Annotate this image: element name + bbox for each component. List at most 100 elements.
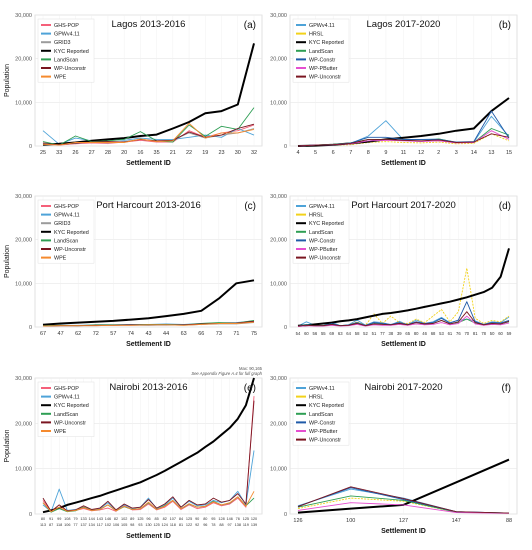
legend-label: WP-Constr <box>309 238 336 244</box>
x-tick-label: 28 <box>105 150 111 156</box>
x-tick-label: 57 <box>110 331 116 337</box>
x-tick-label: 20 <box>121 150 127 156</box>
legend-label: KYC Reported <box>309 221 344 227</box>
legend-label: WPE <box>54 75 67 81</box>
x-tick-label: 122 <box>186 523 192 527</box>
x-tick-label: 35 <box>154 150 160 156</box>
x-tick-label: 50 <box>490 331 495 336</box>
x-tick-label: 66 <box>198 331 204 337</box>
series-line-wp-unconstr <box>42 400 255 512</box>
y-tick-label: 0 <box>284 144 287 150</box>
x-tick-label: 70 <box>464 331 469 336</box>
y-tick-label: 20,000 <box>15 421 32 427</box>
x-tick-label: 102 <box>105 523 111 527</box>
x-tick-label: 72 <box>93 331 99 337</box>
series-line-wpe <box>42 122 255 146</box>
legend-label: WPE <box>54 256 67 262</box>
x-tick-label: 27 <box>89 150 95 156</box>
x-tick-label: 133 <box>80 517 86 521</box>
x-tick-label: 47 <box>58 331 64 337</box>
x-tick-label: 22 <box>186 150 192 156</box>
y-tick-label: 0 <box>29 144 32 150</box>
x-tick-label: 12 <box>418 150 424 156</box>
x-axis-label: Settlement ID <box>381 528 426 535</box>
x-tick-label: 69 <box>329 331 334 336</box>
x-tick-label: 21 <box>170 150 176 156</box>
y-tick-label: 10,000 <box>270 281 287 287</box>
chart-title: Nairobi 2013-2016 <box>109 382 187 393</box>
legend-label: GPWv4.11 <box>309 386 335 392</box>
legend-label: KYC Reported <box>309 40 344 46</box>
x-tick-label: 108 <box>64 517 70 521</box>
x-tick-label: 119 <box>243 523 249 527</box>
x-tick-label: 56 <box>313 331 318 336</box>
x-tick-label: 51 <box>372 331 377 336</box>
x-tick-label: 60 <box>304 331 309 336</box>
x-tick-label: 43 <box>145 331 151 337</box>
y-tick-label: 30,000 <box>270 194 287 200</box>
x-tick-label: 2 <box>437 150 440 156</box>
panel-label: (e) <box>244 383 256 394</box>
x-tick-label: 67 <box>40 331 46 337</box>
x-tick-label: 100 <box>346 518 355 524</box>
series-line-wp-pbutter <box>297 315 510 328</box>
legend-label: HRSL <box>309 213 323 219</box>
x-tick-label: 102 <box>121 517 127 521</box>
y-tick-label: 30,000 <box>15 13 32 19</box>
panel-label: (b) <box>499 20 511 31</box>
legend-label: LandScan <box>309 49 333 55</box>
chart-panel-a: 0 10,000 20,000 30,000 25 33 26 27 28 20 16 35 21 22 1… <box>4 13 263 167</box>
x-tick-label: 79 <box>73 517 77 521</box>
legend-label: LandScan <box>54 57 78 63</box>
legend-box <box>37 381 95 437</box>
x-tick-label: 105 <box>121 523 127 527</box>
x-tick-label: 99 <box>57 517 61 521</box>
series-line-landscan <box>42 107 255 146</box>
x-tick-label: 85 <box>154 517 158 521</box>
x-tick-label: 53 <box>439 331 444 336</box>
legend-label: WP-Unconstr <box>54 247 86 253</box>
legend-label: KYC Reported <box>54 49 89 55</box>
legend-label: WP-PButter <box>309 429 338 435</box>
x-tick-label: 9 <box>384 150 387 156</box>
legend-label: WPE <box>54 429 67 435</box>
x-tick-label: 93 <box>138 523 142 527</box>
x-tick-label: 118 <box>170 523 176 527</box>
y-tick-label: 20,000 <box>15 57 32 63</box>
x-tick-label: 78 <box>211 523 215 527</box>
series-line-kyc-reported <box>297 248 510 327</box>
x-tick-label: 64 <box>346 331 351 336</box>
legend-label: KYC Reported <box>54 403 89 409</box>
y-tick-label: 20,000 <box>270 421 287 427</box>
x-tick-label: 77 <box>73 523 77 527</box>
x-tick-label: 6 <box>332 150 335 156</box>
x-tick-label: 59 <box>507 331 512 336</box>
series-line-gpwv4-11 <box>42 128 255 145</box>
series-line-wp-pbutter <box>297 502 510 514</box>
legend-label: WP-Constr <box>309 420 336 426</box>
series-line-wp-constr <box>297 301 510 327</box>
series-line-wpe <box>42 491 255 513</box>
x-tick-label: 88 <box>219 523 223 527</box>
x-tick-label: 147 <box>452 518 461 524</box>
x-tick-label: 63 <box>181 331 187 337</box>
x-tick-label: 106 <box>113 523 119 527</box>
series-line-hrsl <box>297 497 510 514</box>
legend-label: GHS-POP <box>54 386 79 392</box>
chart-title: Port Harcourt 2013-2016 <box>96 200 201 211</box>
x-tick-label: 46 <box>422 331 427 336</box>
x-tick-label: 73 <box>216 331 222 337</box>
x-tick-label: 54 <box>296 331 301 336</box>
x-tick-label: 68 <box>431 331 436 336</box>
legend-label: KYC Reported <box>309 403 344 409</box>
y-tick-label: 0 <box>29 325 32 331</box>
x-tick-label: 4 <box>296 150 299 156</box>
x-tick-label: 26 <box>72 150 78 156</box>
y-axis-label: Population <box>4 245 11 278</box>
legend-label: LandScan <box>309 412 333 418</box>
x-tick-label: 125 <box>137 517 143 521</box>
y-tick-label: 10,000 <box>15 467 32 473</box>
series-line-wpe <box>42 321 255 327</box>
x-tick-label: 55 <box>321 331 326 336</box>
x-axis-label: Settlement ID <box>126 341 171 348</box>
